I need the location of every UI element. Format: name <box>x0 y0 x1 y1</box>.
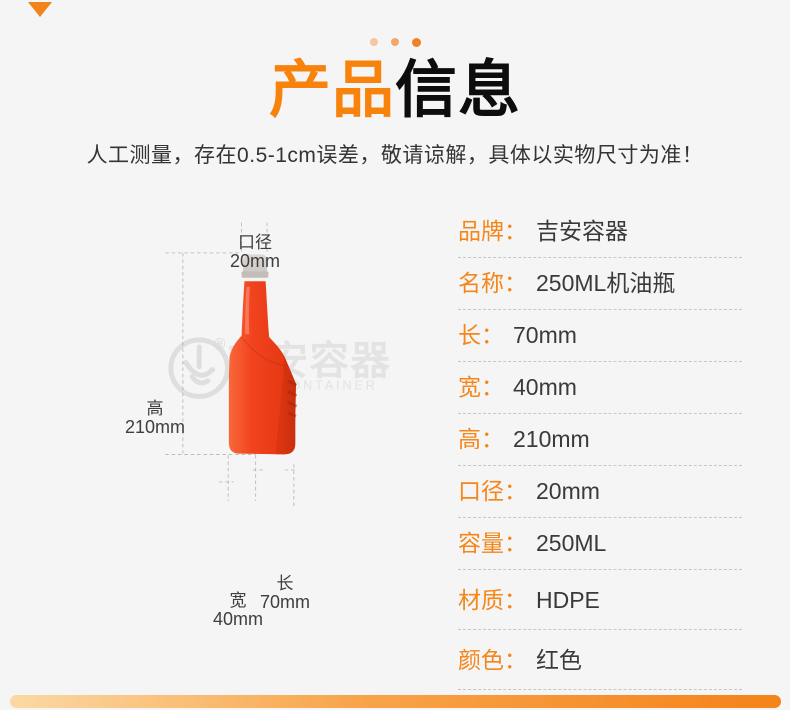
spec-value: 210mm <box>513 426 590 452</box>
width-value: 40mm <box>212 609 263 629</box>
spec-value: 吉安容器 <box>536 218 628 244</box>
spec-label: 容量： <box>458 530 527 556</box>
bottle-cap <box>242 254 268 277</box>
spec-row: 材质： HDPE <box>458 570 742 630</box>
page-title: 产品信息 <box>0 56 790 126</box>
spec-label: 名称： <box>458 270 527 296</box>
spec-row: 名称： 250ML机油瓶 <box>458 258 742 310</box>
spec-row: 品牌： 吉安容器 <box>458 206 742 258</box>
mouth-diameter-annotation: 口径 20mm <box>196 233 314 271</box>
accent-dot <box>411 38 421 47</box>
spec-value: HDPE <box>536 587 600 613</box>
corner-triangle-decoration <box>28 2 52 17</box>
product-spec-list: 品牌： 吉安容器 名称： 250ML机油瓶 长： 70mm 宽： 40mm 高：… <box>458 206 742 690</box>
spec-label: 颜色： <box>458 647 527 673</box>
mouth-diameter-label: 口径 <box>238 233 272 252</box>
page-title-orange-part: 产品 <box>268 56 395 125</box>
spec-row: 口径： 20mm <box>458 466 742 518</box>
spec-label: 口径： <box>458 478 527 504</box>
spec-label: 长： <box>458 322 504 348</box>
measurement-disclaimer: 人工测量，存在0.5-1cm误差，敬请谅解，具体以实物尺寸为准！ <box>86 144 704 167</box>
bottle-body <box>228 281 296 455</box>
footer-gradient-bar <box>10 695 781 708</box>
length-annotation: 长 70mm <box>256 574 314 612</box>
accent-dot <box>390 38 399 46</box>
spec-row: 长： 70mm <box>458 310 742 362</box>
length-label: 长 <box>276 574 294 593</box>
bottle-grip-ribs <box>286 379 298 418</box>
spec-value: 250ML <box>536 530 607 556</box>
height-annotation: 高 210mm <box>120 399 190 437</box>
spec-value: 70mm <box>513 322 577 348</box>
title-accent-dots <box>0 38 790 47</box>
bottle-dimension-diagram: ® 吉安容器 JIAN CONTAINER <box>165 222 390 507</box>
spec-label: 材质： <box>458 587 527 613</box>
spec-row: 容量： 250ML <box>458 518 742 570</box>
mouth-diameter-value: 20mm <box>229 251 280 271</box>
spec-label: 高： <box>458 426 504 452</box>
height-value: 210mm <box>124 417 186 437</box>
length-value: 70mm <box>259 592 310 612</box>
width-label: 宽 <box>229 591 247 610</box>
spec-label: 宽： <box>458 374 504 400</box>
spec-value: 20mm <box>536 478 600 504</box>
accent-dot <box>369 38 378 46</box>
oil-bottle-image <box>228 254 298 455</box>
height-label: 高 <box>146 399 164 418</box>
spec-row: 高： 210mm <box>458 414 742 466</box>
spec-value: 红色 <box>536 647 582 673</box>
spec-row: 颜色： 红色 <box>458 630 742 690</box>
spec-row: 宽： 40mm <box>458 362 742 414</box>
width-annotation: 宽 40mm <box>210 591 266 629</box>
spec-value: 250ML机油瓶 <box>536 270 676 296</box>
spec-value: 40mm <box>513 374 577 400</box>
measurement-dashed-lines <box>165 222 296 507</box>
page-title-black-part: 信息 <box>395 56 522 125</box>
registered-symbol: ® <box>214 336 226 353</box>
spec-label: 品牌： <box>458 218 527 244</box>
